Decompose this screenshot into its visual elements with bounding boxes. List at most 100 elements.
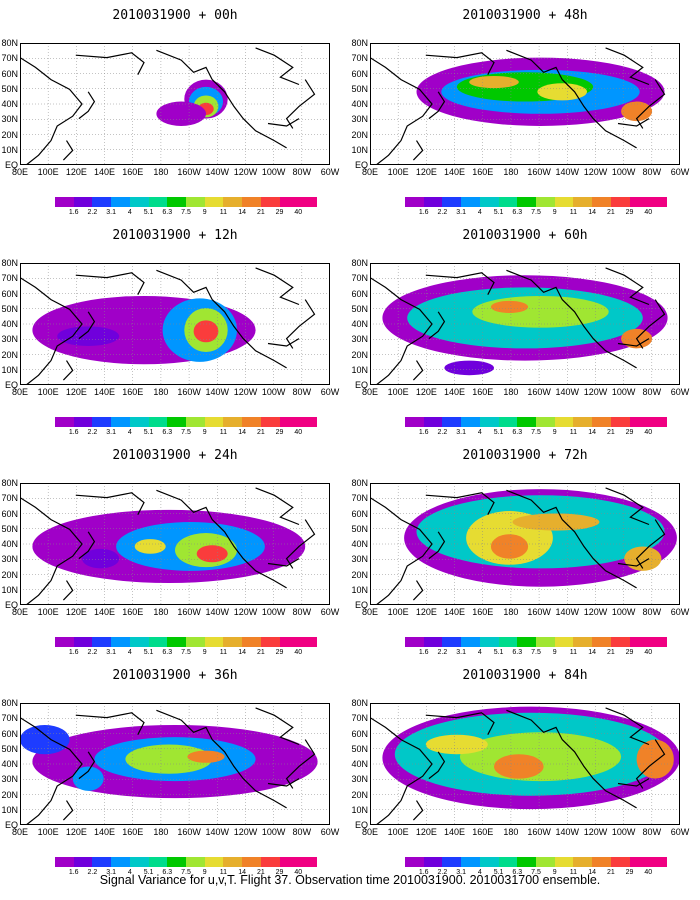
coastline	[425, 272, 495, 295]
colorbar-label: 6.3	[162, 429, 173, 436]
longitude-label: 120W	[583, 167, 608, 177]
coastline	[617, 338, 650, 347]
colorbar-swatch	[479, 417, 499, 427]
coastline	[506, 49, 563, 80]
colorbar-swatch	[648, 417, 668, 427]
longitude-label: 160W	[527, 167, 551, 177]
colorbar-swatch	[498, 857, 518, 867]
coastline	[506, 709, 563, 740]
colorbar-swatch	[260, 417, 280, 427]
colorbar-label: 2.2	[437, 209, 448, 216]
variance-contour	[490, 534, 529, 559]
colorbar-swatch	[405, 857, 424, 867]
colorbar-label: 40	[644, 649, 653, 656]
longitude-label: 80W	[292, 167, 312, 177]
colorbar-label: 11	[569, 209, 578, 216]
colorbar-swatch	[629, 637, 649, 647]
colorbar-swatch	[423, 857, 443, 867]
variance-map	[20, 703, 330, 825]
colorbar-swatch	[573, 637, 593, 647]
colorbar-swatch	[298, 857, 318, 867]
colorbar-swatch	[648, 857, 668, 867]
colorbar-swatch	[298, 637, 318, 647]
coastline	[412, 800, 424, 821]
longitude-label: 120E	[415, 167, 437, 177]
colorbar-swatch	[167, 417, 187, 427]
coastline	[605, 267, 650, 306]
coastline	[156, 709, 213, 740]
colorbar-swatch	[204, 857, 224, 867]
latitude-label: 40N	[1, 319, 18, 329]
colorbar-label: 40	[294, 649, 303, 656]
colorbar-swatch	[592, 417, 611, 427]
colorbar-label: 1.6	[418, 429, 429, 436]
longitude-label: 120E	[415, 827, 437, 837]
coastline	[285, 79, 316, 129]
longitude-label: 100E	[387, 607, 409, 617]
longitude-label: 100W	[611, 167, 636, 177]
coastline	[635, 519, 666, 569]
latitude-label: EQ	[354, 380, 368, 390]
colorbar-label: 29	[275, 649, 284, 656]
longitude-label: 100W	[611, 827, 636, 837]
longitude-label: 80E	[361, 827, 379, 837]
longitude-label: 140W	[555, 387, 580, 397]
coastline	[20, 497, 83, 605]
map-panel: 2010031900 + 24h 80N 70N 60N 50N 40N 30N 20N 10N…	[0, 440, 350, 660]
colorbar-label: 40	[294, 209, 303, 216]
colorbar-label: 9	[202, 209, 207, 216]
coastline	[506, 269, 563, 300]
colorbar-swatch	[479, 857, 499, 867]
colorbar-swatch	[629, 417, 649, 427]
colorbar-label: 2.2	[87, 209, 98, 216]
longitude-label: 100E	[37, 167, 59, 177]
colorbar	[405, 857, 668, 867]
variance-map	[370, 703, 680, 825]
variance-contour	[72, 766, 104, 791]
colorbar-swatch	[55, 417, 74, 427]
longitude-label: 140W	[555, 167, 580, 177]
colorbar-label: 9	[202, 869, 207, 876]
colorbar-swatch	[517, 857, 537, 867]
latitude-label: 30N	[351, 774, 368, 785]
colorbar-label: 21	[606, 869, 615, 876]
colorbar-swatch	[55, 197, 74, 207]
variance-contour	[444, 360, 494, 376]
colorbar-label: 7.5	[531, 869, 541, 876]
colorbar-label: 6.3	[512, 429, 523, 436]
coastline	[211, 299, 287, 369]
variance-contour	[494, 754, 544, 779]
colorbar-swatch	[536, 857, 555, 867]
latitude-label: 40N	[1, 99, 18, 109]
colorbar-swatch	[279, 197, 299, 207]
colorbar-label: 7.5	[181, 429, 191, 436]
colorbar-swatch	[629, 857, 649, 867]
colorbar-label: 29	[275, 869, 284, 876]
longitude-label: 60W	[670, 167, 690, 177]
colorbar-label: 5.1	[143, 209, 154, 216]
latitude-label: 60N	[351, 728, 368, 739]
coastline	[617, 118, 650, 127]
longitude-label: 160E	[122, 387, 144, 397]
latitude-label: 30N	[1, 774, 18, 785]
colorbar-label: 9	[552, 429, 557, 436]
coastline	[255, 267, 300, 306]
colorbar-swatch	[111, 197, 130, 207]
colorbar-swatch	[242, 857, 261, 867]
latitude-label: 80N	[1, 38, 18, 48]
longitude-label: 160E	[122, 827, 144, 837]
colorbar-label: 6.3	[512, 649, 523, 656]
colorbar-swatch	[592, 637, 611, 647]
colorbar-swatch	[73, 417, 93, 427]
colorbar-swatch	[554, 417, 574, 427]
colorbar-label: 6.3	[162, 869, 173, 876]
latitude-label: 70N	[351, 53, 368, 64]
longitude-label: 120W	[233, 827, 258, 837]
colorbar-label: 11	[569, 429, 578, 436]
colorbar	[55, 857, 318, 867]
latitude-label: 80N	[351, 478, 368, 488]
colorbar-swatch	[279, 637, 299, 647]
panel-title: 2010031900 + 72h	[462, 448, 588, 463]
colorbar-swatch	[223, 637, 243, 647]
panel-title: 2010031900 + 00h	[112, 8, 238, 23]
